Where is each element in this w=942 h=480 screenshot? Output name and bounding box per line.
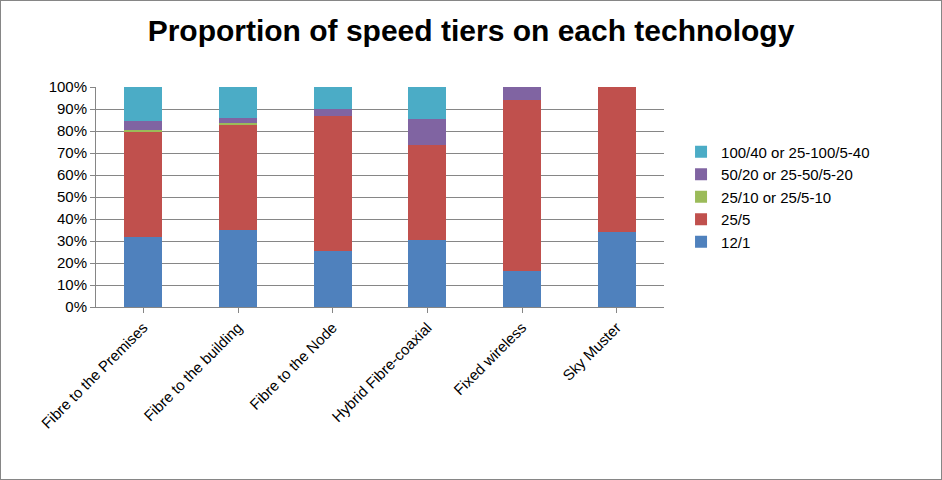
svg-text:25/5: 25/5 [721, 211, 750, 228]
svg-text:60%: 60% [57, 166, 87, 183]
svg-text:25/10 or 25/5-10: 25/10 or 25/5-10 [721, 189, 831, 206]
svg-text:50%: 50% [57, 188, 87, 205]
svg-text:Sky Muster: Sky Muster [559, 319, 624, 384]
svg-text:Fibre to the Premises: Fibre to the Premises [38, 319, 151, 432]
svg-text:90%: 90% [57, 100, 87, 117]
svg-text:100/40 or 25-100/5-40: 100/40 or 25-100/5-40 [721, 144, 869, 161]
svg-text:Fibre to the Node: Fibre to the Node [246, 319, 340, 413]
svg-text:100%: 100% [49, 78, 87, 95]
svg-text:0%: 0% [65, 298, 87, 315]
svg-text:Fixed wireless: Fixed wireless [450, 319, 529, 398]
svg-text:70%: 70% [57, 144, 87, 161]
svg-text:40%: 40% [57, 210, 87, 227]
svg-text:12/1: 12/1 [721, 234, 750, 251]
svg-text:20%: 20% [57, 254, 87, 271]
svg-text:50/20 or 25-50/5-20: 50/20 or 25-50/5-20 [721, 166, 853, 183]
svg-text:80%: 80% [57, 122, 87, 139]
svg-text:30%: 30% [57, 232, 87, 249]
svg-text:Hybrid Fibre-coaxial: Hybrid Fibre-coaxial [328, 319, 434, 425]
svg-text:Fibre to the building: Fibre to the building [140, 319, 245, 424]
svg-text:10%: 10% [57, 276, 87, 293]
svg-text:Proportion of speed tiers on e: Proportion of speed tiers on each techno… [148, 14, 795, 47]
